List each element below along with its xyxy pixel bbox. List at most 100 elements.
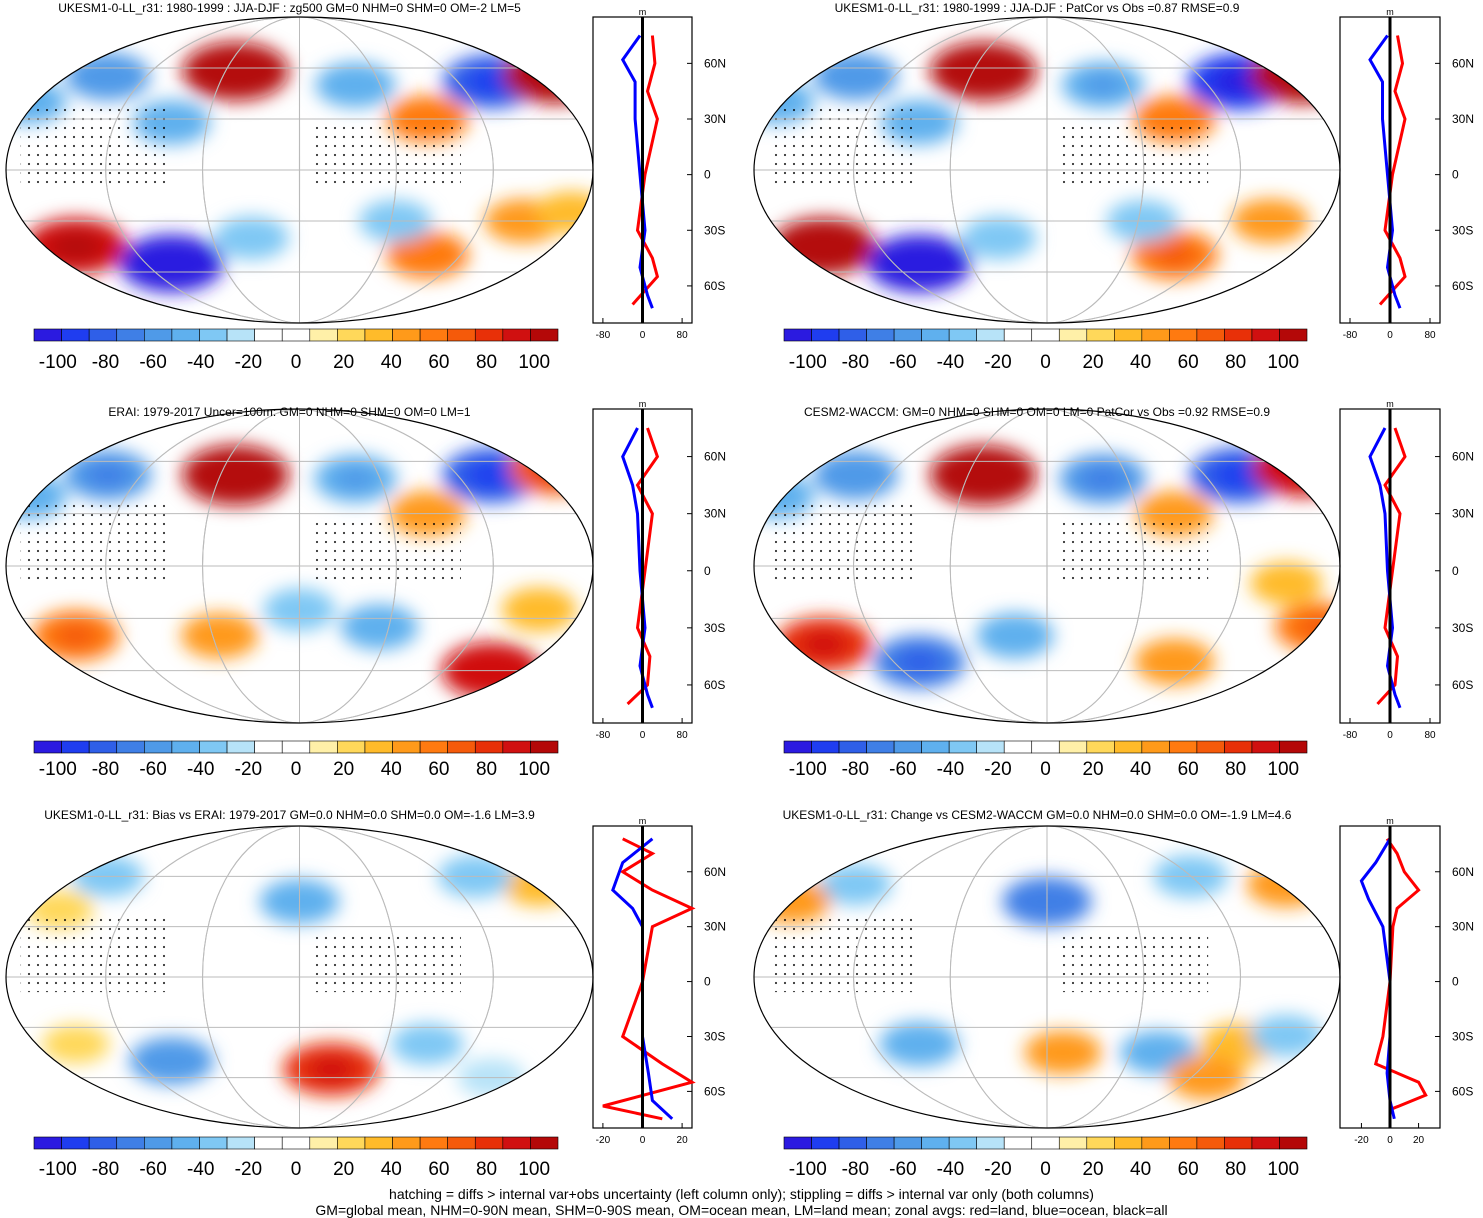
zonal-tick-label: -20: [1354, 1135, 1369, 1146]
colorbar-label: -20: [235, 1159, 262, 1180]
colorbar-label: 40: [1130, 1159, 1151, 1180]
colorbar-swatch: [977, 1137, 1005, 1149]
colorbar-swatch: [1169, 329, 1197, 341]
colorbar-swatch: [1114, 741, 1142, 753]
colorbar-swatch: [784, 741, 812, 753]
zonal-land-line: [1376, 839, 1426, 1110]
colorbar-swatch: [1252, 329, 1280, 341]
colorbar-swatch: [1279, 1137, 1307, 1149]
zonal-tick-label: 80: [1424, 330, 1436, 341]
colorbar-swatch: [1197, 1137, 1225, 1149]
colorbar-swatch: [1169, 1137, 1197, 1149]
zonal-tick-label: 80: [677, 330, 689, 341]
colorbar-swatch: [503, 741, 531, 753]
colorbar-label: -20: [235, 352, 262, 373]
lat-label: 60S: [704, 678, 725, 692]
zonal-tick-label: 80: [1424, 730, 1436, 741]
lat-label: 30S: [1452, 223, 1473, 237]
stippling: [769, 503, 916, 582]
panel-title: UKESM1-0-LL_r31: 1980-1999 : JJA-DJF : z…: [58, 1, 521, 15]
colorbar-swatch: [475, 741, 503, 753]
colorbar-swatch: [1114, 1137, 1142, 1149]
colorbar-swatch: [1059, 1137, 1087, 1149]
colorbar-swatch: [1142, 329, 1170, 341]
colorbar-swatch: [337, 741, 365, 753]
zonal-tick-label: -80: [596, 330, 611, 341]
field-anomaly-core: [799, 631, 847, 659]
lat-label: 60N: [1452, 865, 1474, 879]
lat-label: 0: [704, 975, 711, 989]
colorbar-swatch: [949, 329, 977, 341]
zonal-land-line: [633, 36, 658, 305]
field-anomaly-core: [54, 623, 98, 648]
colorbar-swatch: [530, 1137, 558, 1149]
zonal-tick-label: 0: [1387, 1135, 1393, 1146]
panel-title: ERAI: 1979-2017 Uncer=100m: GM=0 NHM=0 S…: [108, 405, 470, 419]
colorbar-swatch: [530, 741, 558, 753]
lat-label: 60S: [704, 279, 725, 293]
colorbar-label: -100: [789, 1159, 827, 1180]
colorbar-swatch: [1114, 329, 1142, 341]
panel-title: UKESM1-0-LL_r31: Change vs CESM2-WACCM G…: [783, 808, 1292, 822]
field-anomaly-core: [957, 460, 1010, 490]
colorbar-swatch: [337, 329, 365, 341]
colorbar-swatch: [365, 329, 393, 341]
colorbar-label: 100: [1267, 1159, 1299, 1180]
colorbar-swatch: [448, 741, 476, 753]
colorbar-swatch: [475, 329, 503, 341]
colorbar-swatch: [1279, 741, 1307, 753]
colorbar-label: -40: [187, 352, 214, 373]
colorbar-swatch: [365, 1137, 393, 1149]
zonal-tick-label: -80: [1343, 330, 1358, 341]
colorbar-swatch: [1032, 741, 1060, 753]
colorbar-swatch: [393, 329, 421, 341]
colorbar-label: 80: [1225, 759, 1246, 780]
colorbar-swatch: [89, 329, 117, 341]
colorbar-swatch: [393, 1137, 421, 1149]
lat-label: 30N: [1452, 507, 1474, 521]
field-anomaly: [1275, 602, 1362, 652]
field-anomaly: [502, 864, 577, 906]
colorbar-swatch: [894, 329, 922, 341]
colorbar-label: 80: [476, 759, 497, 780]
colorbar-swatch: [255, 329, 283, 341]
field-anomaly-core: [1082, 73, 1123, 96]
colorbar-swatch: [922, 329, 950, 341]
colorbar-swatch: [34, 1137, 62, 1149]
colorbar-swatch: [144, 1137, 172, 1149]
panel-p3: ERAI: 1979-2017 Uncer=100m: GM=0 NHM=0 S…: [0, 399, 726, 780]
colorbar-swatch: [144, 741, 172, 753]
colorbar-swatch: [894, 741, 922, 753]
field-anomaly-core: [1153, 243, 1196, 267]
lat-label: 30S: [704, 223, 725, 237]
lat-label: 60S: [1452, 279, 1473, 293]
colorbar-label: 40: [381, 759, 402, 780]
colorbar-swatch: [1087, 329, 1115, 341]
colorbar-label: -40: [937, 759, 964, 780]
colorbar-swatch: [282, 741, 310, 753]
colorbar-label: 20: [1082, 352, 1103, 373]
colorbar-swatch: [227, 1137, 255, 1149]
lat-label: 0: [704, 168, 711, 182]
colorbar-label: -40: [937, 1159, 964, 1180]
colorbar-label: -60: [889, 1159, 916, 1180]
field-anomaly-core: [893, 249, 945, 278]
colorbar-swatch: [420, 741, 448, 753]
colorbar-swatch: [1142, 1137, 1170, 1149]
lat-label: 0: [704, 564, 711, 578]
colorbar-swatch: [1004, 741, 1032, 753]
colorbar-swatch: [310, 741, 338, 753]
colorbar-swatch: [1224, 741, 1252, 753]
stippling: [314, 519, 461, 582]
colorbar-label: -20: [984, 352, 1011, 373]
colorbar-label: 100: [518, 1159, 550, 1180]
colorbar-swatch: [1004, 329, 1032, 341]
colorbar-label: -60: [139, 1159, 166, 1180]
stippling: [314, 124, 461, 185]
lat-label: 60N: [704, 865, 726, 879]
lat-label: 30S: [704, 1029, 725, 1043]
zonal-units: m: [1386, 399, 1394, 409]
colorbar-label: 0: [291, 759, 302, 780]
